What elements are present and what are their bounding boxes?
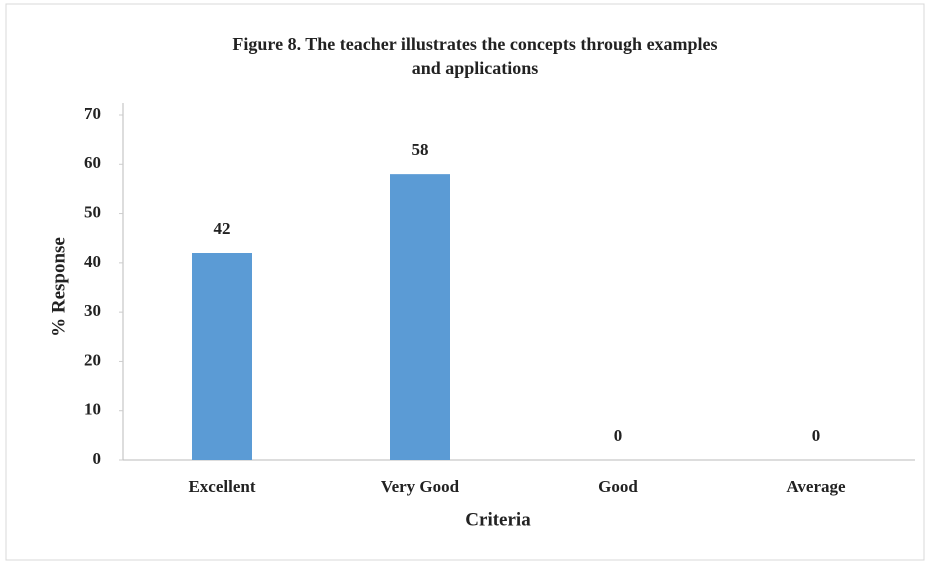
chart-title: Figure 8. The teacher illustrates the co… bbox=[232, 34, 717, 54]
y-tick-label: 0 bbox=[93, 449, 102, 468]
y-tick-label: 50 bbox=[84, 202, 101, 221]
x-tick-label: Excellent bbox=[188, 477, 255, 496]
data-label: 0 bbox=[614, 426, 623, 445]
y-tick-label: 10 bbox=[84, 400, 101, 419]
data-label: 0 bbox=[812, 426, 821, 445]
chart-frame bbox=[5, 3, 925, 561]
x-axis-title: Criteria bbox=[465, 509, 531, 530]
data-label: 58 bbox=[412, 140, 429, 159]
y-tick-label: 20 bbox=[84, 350, 101, 369]
y-tick-label: 60 bbox=[84, 153, 101, 172]
y-axis-title: % Response bbox=[48, 237, 69, 337]
x-tick-label: Average bbox=[786, 477, 846, 496]
x-tick-label: Very Good bbox=[381, 477, 460, 496]
y-tick-label: 70 bbox=[84, 104, 101, 123]
chart-title: and applications bbox=[412, 58, 539, 78]
x-tick-label: Good bbox=[598, 477, 638, 496]
bar bbox=[192, 253, 252, 460]
data-label: 42 bbox=[214, 219, 231, 238]
y-tick-label: 30 bbox=[84, 301, 101, 320]
y-tick-label: 40 bbox=[84, 252, 101, 271]
bar bbox=[390, 174, 450, 460]
